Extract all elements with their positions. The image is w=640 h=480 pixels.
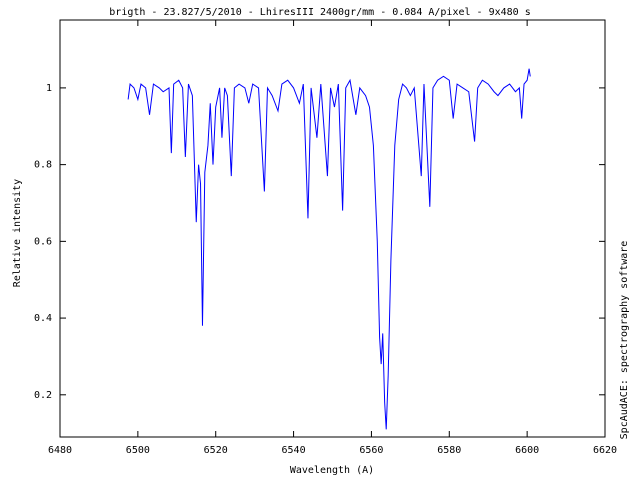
chart-title: brigth - 23.827/5/2010 - LhiresIII 2400g… [109,7,530,18]
spectrum-line [127,68,531,430]
x-tick-label: 6540 [282,445,306,456]
x-tick-label: 6560 [359,445,383,456]
side-note: SpcAudACE: spectrography software [619,241,630,440]
x-tick-label: 6620 [593,445,617,456]
x-tick-label: 6600 [515,445,539,456]
x-axis-label: Wavelength (A) [290,465,374,476]
x-tick-label: 6580 [437,445,461,456]
y-axis-label: Relative intensity [12,179,23,287]
x-tick-label: 6520 [204,445,228,456]
y-tick-label: 0.4 [34,313,52,324]
x-tick-label: 6480 [48,445,72,456]
y-tick-label: 0.6 [34,236,52,247]
plot-frame [59,19,606,438]
y-tick-label: 0.2 [34,390,52,401]
x-tick-label: 6500 [126,445,150,456]
y-tick-label: 0.8 [34,160,52,171]
y-tick-label: 1 [46,83,52,94]
